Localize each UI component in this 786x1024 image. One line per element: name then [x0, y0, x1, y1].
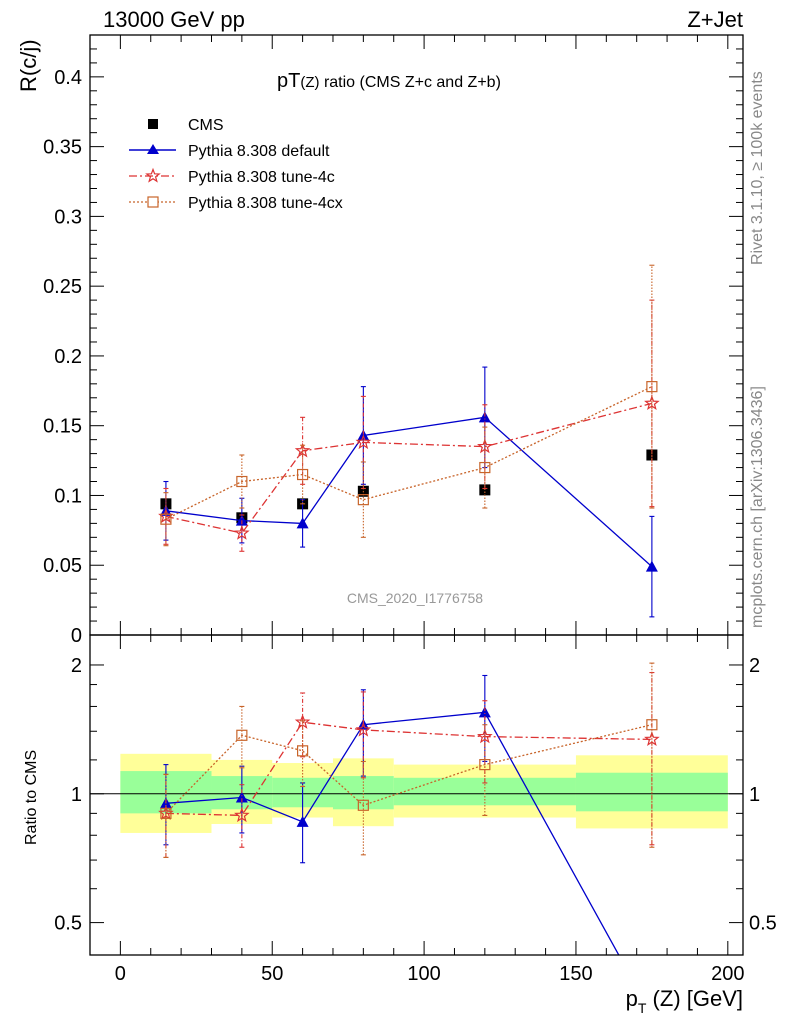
main-point-2-5	[644, 395, 660, 411]
legend-label-cms: CMS	[188, 117, 224, 134]
main-point-1-2	[296, 517, 309, 529]
y-tick-label-main: 0.4	[54, 67, 82, 89]
y-axis-title-main: R(c/j)	[16, 39, 41, 92]
ratio-point-1-1	[234, 807, 250, 823]
y-tick-label-ratio: 0.5	[54, 913, 82, 935]
ratio-point-2-4	[479, 759, 491, 771]
side-label-bottom: mcplots.cern.ch [arXiv:1306.3436]	[749, 386, 766, 628]
main-point-3-1	[236, 475, 248, 488]
xlabel-p: p	[626, 986, 638, 1011]
main-title: pT(Z) ratio (CMS Z+c and Z+b)	[277, 70, 501, 92]
main-point-3-3	[357, 494, 369, 506]
ratio-point-2-5	[646, 719, 658, 731]
y-tick-label-ratio: 2	[71, 655, 82, 677]
main-plot-area	[158, 264, 660, 618]
xlabel-rest: (Z) [GeV]	[646, 986, 743, 1011]
legend-entry-tune4cx: Pythia 8.308 tune-4cx	[129, 195, 343, 212]
y-tick-label-main: 0.35	[43, 137, 82, 159]
y-tick-label-ratio: 1	[71, 784, 82, 806]
ratio-plot-area	[158, 662, 660, 955]
legend: CMS Pythia 8.308 default Pythia 8.308 tu…	[129, 117, 343, 212]
ratio-frame	[89, 634, 744, 956]
main-point-3-2	[297, 468, 309, 481]
main-point-2-4	[477, 438, 493, 454]
ratio-series-line-0	[165, 711, 620, 955]
ratio-series-line-2	[165, 724, 653, 814]
y-tick-label-ratio-right: 2	[749, 655, 760, 677]
ratio-point-2-2	[297, 745, 309, 757]
x-tick-label: 100	[407, 963, 440, 985]
ratio-point-2-3	[357, 799, 369, 811]
legend-marker-tune4cx	[147, 196, 159, 208]
ratio-clipped-group	[158, 662, 660, 955]
xlabel-sub: T	[638, 1000, 647, 1016]
x-tick-label: 50	[261, 963, 283, 985]
ratio-point-2-1	[236, 729, 248, 741]
y-tick-label-main: 0.15	[43, 416, 82, 438]
main-point-1-4	[478, 411, 491, 423]
y-tick-label-main: 0.2	[54, 346, 82, 368]
main-point-3-0	[160, 513, 172, 525]
legend-marker-cms	[148, 119, 158, 129]
main-point-2-3	[355, 434, 372, 450]
ratio-point-0-2	[296, 815, 309, 827]
main-point-3-4	[479, 461, 491, 474]
side-label-top: Rivet 3.1.10, ≥ 100k events	[749, 71, 766, 265]
legend-entry-default: Pythia 8.308 default	[129, 143, 330, 160]
ratio-point-0-4	[478, 706, 491, 718]
main-series-3	[160, 264, 658, 547]
ratio-point-1-2	[294, 713, 311, 729]
main-series-line-1	[165, 416, 653, 568]
y-tick-label-main: 0.25	[43, 276, 82, 298]
x-tick-label: 200	[711, 963, 744, 985]
main-series-line-2	[165, 402, 653, 534]
main-point-3-5	[646, 381, 658, 393]
y-tick-label-ratio-right: 0.5	[749, 913, 777, 935]
legend-label-tune4c: Pythia 8.308 tune-4c	[188, 169, 335, 186]
legend-label-default: Pythia 8.308 default	[188, 143, 330, 160]
main-point-1-1	[235, 514, 248, 526]
ratio-panel-background	[90, 753, 743, 833]
main-point-2-2	[294, 442, 311, 458]
main-series-2	[158, 299, 660, 552]
axes: 0 50 100 150 200 0 0.05 0.1 0.15 0.2 0.25 0.3 0.35 0.…	[43, 34, 777, 985]
main-point-2-1	[234, 524, 250, 540]
legend-marker-default	[147, 144, 159, 154]
main-series-line-3	[165, 386, 653, 520]
header-right: Z+Jet	[687, 7, 743, 32]
header-left: 13000 GeV pp	[103, 7, 245, 32]
main-series-1	[159, 366, 658, 618]
analysis-watermark: CMS_2020_I1776758	[347, 590, 483, 606]
y-tick-label-main: 0.05	[43, 555, 82, 577]
y-tick-label-main: 0	[71, 625, 82, 647]
x-tick-label: 150	[559, 963, 592, 985]
ratio-band-green-3	[332, 776, 394, 810]
legend-marker-tune4c	[145, 167, 161, 183]
y-tick-label-main: 0.3	[54, 206, 82, 228]
legend-entry-tune4c: Pythia 8.308 tune-4c	[129, 167, 335, 186]
main-series-0	[160, 449, 658, 524]
y-axis-title-ratio: Ratio to CMS	[23, 750, 40, 845]
main-point-1-5	[645, 560, 658, 572]
y-tick-label-main: 0.1	[54, 485, 82, 507]
y-tick-label-ratio-right: 1	[749, 784, 760, 806]
legend-entry-cms: CMS	[148, 117, 224, 134]
x-tick-label: 0	[115, 963, 126, 985]
title-sub: (Z)	[300, 74, 319, 91]
ratio-series-2	[160, 662, 658, 858]
legend-label-tune4cx: Pythia 8.308 tune-4cx	[188, 195, 343, 212]
x-axis-title: pT (Z) [GeV]	[626, 986, 743, 1016]
title-main: pT	[277, 70, 300, 92]
ratio-point-1-3	[355, 721, 372, 737]
ratio-point-0-1	[235, 791, 248, 803]
ratio-point-2-0	[160, 807, 172, 819]
title-rest: ratio (CMS Z+c and Z+b)	[320, 74, 501, 91]
